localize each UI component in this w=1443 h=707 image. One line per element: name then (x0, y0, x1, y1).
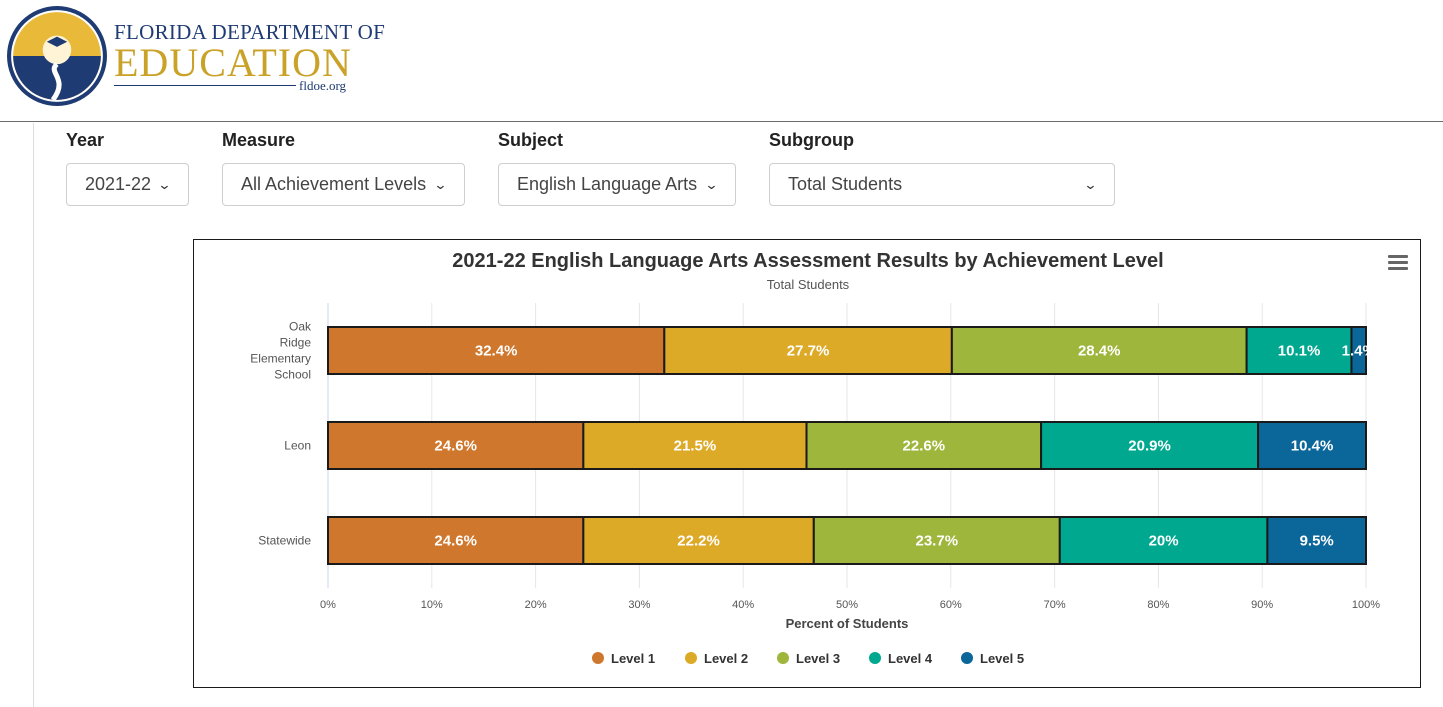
year-filter-label: Year (66, 130, 105, 150)
bar-segment[interactable] (1257, 421, 1367, 470)
data-label: 10.4% (1291, 438, 1334, 455)
subgroup-filter: Subgroup Total Students ⌄ (769, 130, 1115, 206)
legend-item[interactable]: Level 3 (777, 651, 840, 666)
data-label: 27.7% (787, 343, 830, 360)
y-category-label: Oak (289, 320, 312, 334)
legend-marker (961, 652, 973, 664)
data-label: 1.4% (1342, 343, 1376, 360)
data-label: 21.5% (674, 438, 717, 455)
x-tick-label: 90% (1251, 599, 1273, 611)
legend-marker (777, 652, 789, 664)
chevron-down-icon: ⌄ (433, 176, 448, 192)
x-tick-label: 20% (525, 599, 547, 611)
data-label: 9.5% (1300, 533, 1334, 550)
wordmark-rule (114, 85, 296, 86)
bar-segment[interactable] (1245, 326, 1353, 375)
bar-segment[interactable] (327, 516, 585, 565)
bar-segment[interactable] (1350, 326, 1368, 375)
chart-container: 2021-22 English Language Arts Assessment… (193, 239, 1421, 688)
legend-label: Level 5 (980, 651, 1024, 666)
org-url: fldoe.org (299, 78, 347, 93)
x-axis-title: Percent of Students (786, 616, 909, 631)
hamburger-menu-icon[interactable] (1388, 255, 1408, 271)
measure-select[interactable]: All Achievement Levels ⌄ (222, 163, 465, 206)
subgroup-select-value: Total Students (788, 174, 903, 194)
measure-select-value: All Achievement Levels (241, 174, 427, 194)
chevron-down-icon: ⌄ (704, 176, 719, 192)
legend-marker (685, 652, 697, 664)
legend-label: Level 2 (704, 651, 748, 666)
subject-select-value: English Language Arts (517, 174, 698, 194)
chevron-down-icon: ⌄ (1083, 176, 1098, 192)
x-tick-label: 40% (732, 599, 754, 611)
data-label: 20.9% (1128, 438, 1171, 455)
y-category-label: Ridge (280, 336, 312, 350)
data-label: 20% (1149, 533, 1179, 550)
data-label: 23.7% (916, 533, 959, 550)
year-select-value: 2021-22 (85, 174, 152, 194)
data-label: 22.2% (677, 533, 720, 550)
bar-segment[interactable] (812, 516, 1061, 565)
x-tick-label: 30% (628, 599, 650, 611)
bar-segment[interactable] (327, 326, 666, 375)
bar-segment[interactable] (950, 326, 1248, 375)
data-label: 10.1% (1278, 343, 1321, 360)
subject-select[interactable]: English Language Arts ⌄ (498, 163, 736, 206)
y-category-label: Leon (284, 439, 311, 453)
legend-item[interactable]: Level 1 (592, 651, 655, 666)
y-category-label: School (274, 368, 311, 382)
fldoe-wordmark: Florida Department of Education fldoe.or… (114, 20, 386, 93)
subject-filter: Subject English Language Arts ⌄ (498, 130, 736, 206)
subgroup-select[interactable]: Total Students ⌄ (769, 163, 1115, 206)
legend-item[interactable]: Level 2 (685, 651, 748, 666)
data-label: 22.6% (903, 438, 946, 455)
legend-marker (592, 652, 604, 664)
site-header: Florida Department of Education fldoe.or… (0, 0, 1443, 122)
chart-title: 2021-22 English Language Arts Assessment… (452, 250, 1163, 272)
bar-segment[interactable] (805, 421, 1043, 470)
org-line2: Education (114, 40, 352, 85)
legend-label: Level 3 (796, 651, 840, 666)
fldoe-seal-logo[interactable] (6, 5, 108, 107)
bar-segment[interactable] (582, 516, 815, 565)
bar-segment[interactable] (1266, 516, 1368, 565)
x-tick-label: 80% (1147, 599, 1169, 611)
data-label: 24.6% (434, 533, 477, 550)
data-label: 32.4% (475, 343, 518, 360)
x-tick-label: 50% (836, 599, 858, 611)
legend-item[interactable]: Level 4 (869, 651, 933, 666)
y-category-label: Elementary (250, 352, 311, 366)
x-tick-label: 0% (320, 599, 336, 611)
bar-segment[interactable] (327, 421, 585, 470)
chart-subtitle: Total Students (767, 277, 850, 292)
stacked-bar-chart: 2021-22 English Language Arts Assessment… (250, 250, 1380, 666)
bar-segment[interactable] (582, 421, 808, 470)
legend-label: Level 4 (888, 651, 933, 666)
x-tick-label: 100% (1352, 599, 1380, 611)
data-label: 28.4% (1078, 343, 1121, 360)
legend-item[interactable]: Level 5 (961, 651, 1024, 666)
x-tick-label: 60% (940, 599, 962, 611)
legend-label: Level 1 (611, 651, 655, 666)
subgroup-filter-label: Subgroup (769, 130, 854, 150)
org-line1: Florida Department of (114, 20, 386, 44)
measure-filter-label: Measure (222, 130, 296, 150)
data-label: 24.6% (434, 438, 477, 455)
year-select[interactable]: 2021-22 ⌄ (66, 163, 189, 206)
chevron-down-icon: ⌄ (157, 176, 172, 192)
subject-filter-label: Subject (498, 130, 564, 150)
x-tick-label: 10% (421, 599, 443, 611)
left-divider (33, 123, 34, 707)
year-filter: Year 2021-22 ⌄ (66, 130, 189, 206)
x-tick-label: 70% (1044, 599, 1066, 611)
measure-filter: Measure All Achievement Levels ⌄ (222, 130, 465, 206)
legend-marker (869, 652, 881, 664)
y-category-label: Statewide (258, 534, 311, 548)
bar-segment[interactable] (663, 326, 953, 375)
